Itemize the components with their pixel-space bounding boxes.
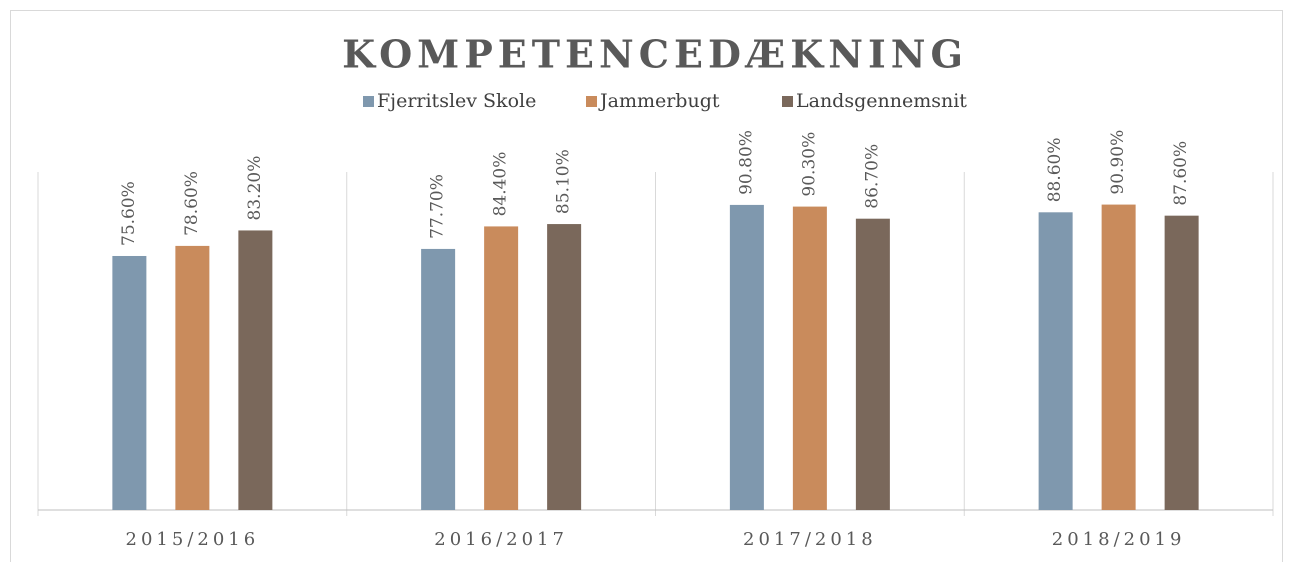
bar: [484, 226, 519, 510]
bar: [175, 245, 210, 511]
bar: [1164, 215, 1199, 510]
value-label: 87.60%: [1171, 141, 1191, 206]
bar: [855, 218, 890, 511]
legend-swatch: [586, 96, 597, 107]
value-label: 85.10%: [554, 149, 574, 214]
value-label: 78.60%: [182, 171, 202, 236]
x-tick-label: 2017/2018: [743, 529, 877, 550]
legend-swatch: [782, 96, 793, 107]
legend-label: Fjerritslev Skole: [377, 90, 536, 112]
value-label: 90.90%: [1108, 130, 1128, 195]
x-tick-label: 2018/2019: [1052, 529, 1186, 550]
bar: [729, 204, 764, 511]
x-tick-label: 2015/2016: [126, 529, 260, 550]
legend-swatch: [363, 96, 374, 107]
bar: [112, 255, 147, 510]
bar: [1101, 204, 1136, 511]
value-label: 90.30%: [799, 132, 819, 197]
legend-label: Jammerbugt: [598, 90, 720, 112]
bar: [421, 248, 456, 511]
bar: [238, 230, 273, 510]
value-label: 86.70%: [862, 144, 882, 209]
value-label: 75.60%: [119, 181, 139, 246]
bar: [547, 224, 582, 510]
legend-label: Landsgennemsnit: [796, 90, 967, 112]
chart-border: [10, 10, 1283, 562]
value-label: 84.40%: [491, 152, 511, 217]
value-label: 83.20%: [245, 156, 265, 221]
chart-title: KOMPETENCEDÆKNING: [342, 32, 968, 77]
value-label: 90.80%: [736, 130, 756, 195]
bar: [792, 206, 827, 511]
bar: [1038, 212, 1073, 510]
x-tick-label: 2016/2017: [434, 529, 568, 550]
value-label: 77.70%: [428, 174, 448, 239]
value-label: 88.60%: [1045, 137, 1065, 202]
